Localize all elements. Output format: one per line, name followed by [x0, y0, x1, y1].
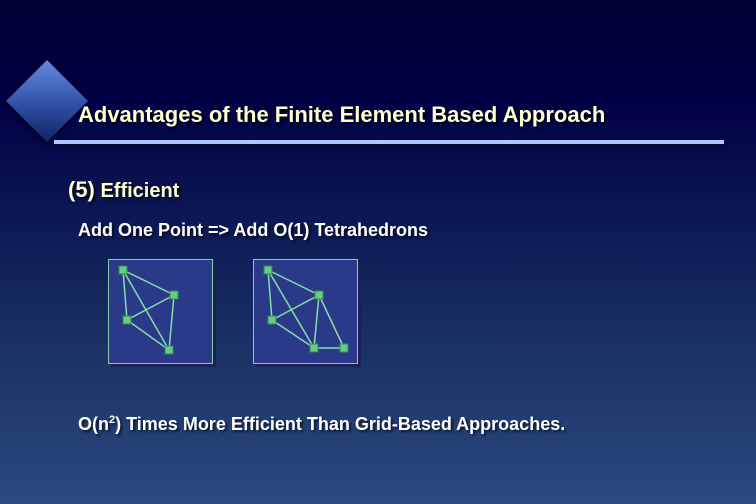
graph-node	[170, 291, 179, 300]
graph-node	[123, 316, 132, 325]
graph-node	[165, 346, 174, 355]
diagram-1-edges	[109, 260, 212, 363]
graph-node	[264, 266, 273, 275]
title-bullet-diamond	[6, 60, 88, 142]
graph-node	[310, 344, 319, 353]
footer-text: O(n2) Times More Efficient Than Grid-Bas…	[78, 414, 565, 435]
graph-node	[268, 316, 277, 325]
footer-post: ) Times More Efficient Than Grid-Based A…	[115, 414, 565, 434]
section-number: (5)	[68, 177, 95, 202]
diagram-row	[108, 259, 358, 364]
diagram-box-1	[108, 259, 213, 364]
graph-node	[340, 344, 349, 353]
graph-node	[119, 266, 128, 275]
section-heading: (5) Efficient	[68, 177, 179, 203]
slide-title: Advantages of the Finite Element Based A…	[78, 102, 605, 128]
title-underline	[54, 140, 724, 144]
graph-node	[315, 291, 324, 300]
subtext-line: Add One Point => Add O(1) Tetrahedrons	[78, 220, 428, 241]
footer-pre: O(n	[78, 414, 109, 434]
diagram-box-2	[253, 259, 358, 364]
section-label: Efficient	[95, 180, 179, 202]
